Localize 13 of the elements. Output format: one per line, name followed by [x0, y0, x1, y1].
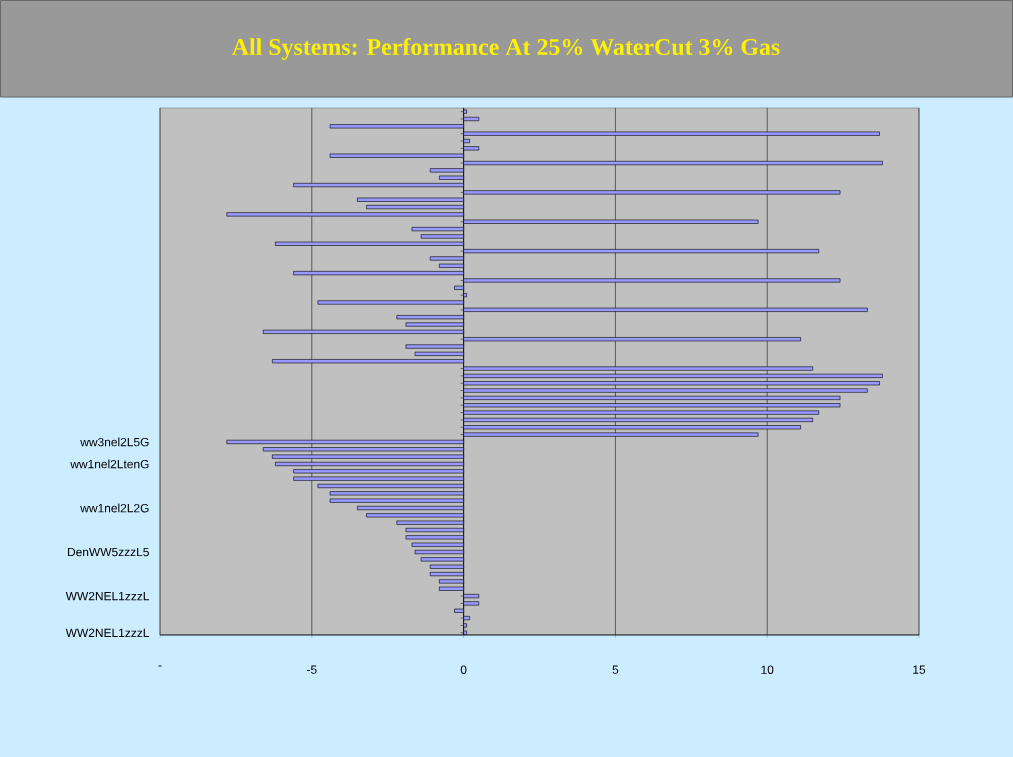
x-tick-label: 10 — [761, 665, 774, 674]
x-tick-label: 15 — [913, 665, 926, 674]
y-tick-label: ww1nel2LtenG — [70, 459, 149, 469]
x-tick-label: 5 — [612, 665, 619, 674]
y-tick-label: ww1nel2L2G — [80, 503, 149, 513]
x-tick-label: 0 — [460, 665, 467, 674]
y-tick-label: ww3nel2L5G — [80, 437, 149, 447]
x-tick-label: - — [158, 665, 162, 667]
y-tick-label: DenWW5zzzL5 — [68, 547, 149, 557]
y-tick-label: WW2NEL1zzzL — [65, 591, 149, 601]
y-tick-label: WW2NEL1zzzL — [65, 628, 149, 637]
x-tick-label: -5 — [307, 665, 317, 674]
chart-title: All Systems: Performance At 25% WaterCut 3% Gas — [231, 38, 780, 60]
